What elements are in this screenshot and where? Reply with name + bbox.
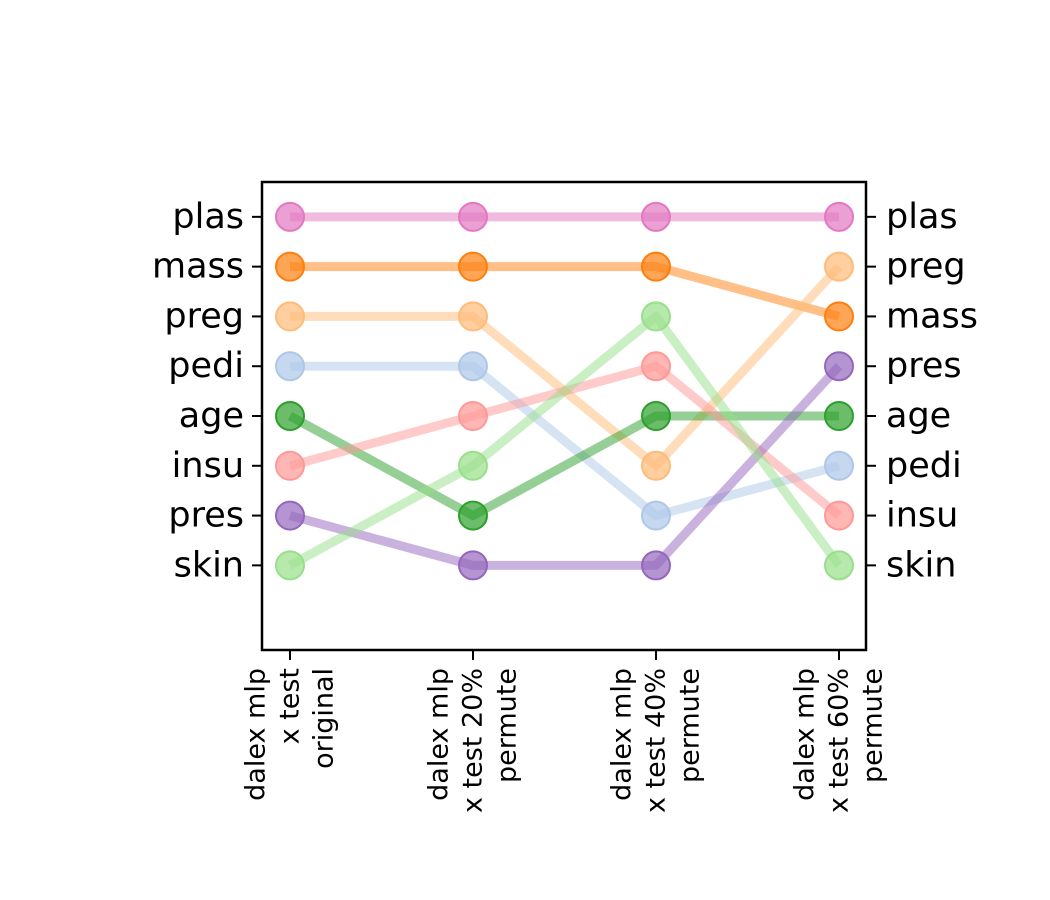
left-ytick-label: pedi — [168, 346, 244, 386]
right-ytick-label: mass — [886, 296, 978, 336]
marker-mass-1 — [458, 251, 488, 282]
series-line-pedi — [290, 361, 841, 521]
xtick-label: x test 60% — [824, 668, 855, 813]
xtick-label: permute — [492, 668, 523, 783]
xtick-label: dalex mlp — [607, 668, 638, 801]
marker-plas-2 — [641, 201, 671, 232]
series-lines — [287, 212, 843, 570]
marker-skin-1 — [458, 450, 488, 481]
series-markers — [275, 201, 854, 581]
xtick-label: dalex mlp — [790, 668, 821, 801]
marker-mass-0 — [275, 251, 305, 282]
left-ytick-label: insu — [172, 446, 244, 486]
series-line-skin — [287, 311, 843, 570]
marker-preg-0 — [275, 301, 305, 332]
right-ytick-label: skin — [886, 545, 956, 585]
marker-pres-2 — [641, 550, 671, 581]
xtick-label: permute — [858, 668, 889, 783]
marker-age-2 — [641, 401, 671, 431]
series-line-mass — [290, 262, 841, 321]
marker-insu-2 — [641, 351, 671, 382]
marker-age-0 — [275, 401, 305, 431]
marker-mass-2 — [641, 251, 671, 282]
series-line-pres — [288, 363, 843, 570]
xtick-label: permute — [675, 668, 706, 783]
marker-skin-2 — [641, 301, 671, 332]
marker-plas-1 — [458, 201, 488, 232]
marker-preg-2 — [641, 450, 671, 481]
marker-pedi-1 — [458, 351, 488, 382]
right-y-axis: plas preg mass pres age pedi insu skin — [866, 197, 978, 585]
marker-insu-3 — [824, 500, 854, 531]
xtick-label: x test — [275, 668, 306, 744]
right-ytick-label: insu — [886, 496, 958, 536]
xtick-label: dalex mlp — [241, 668, 272, 801]
marker-pres-3 — [824, 351, 854, 382]
marker-insu-1 — [458, 401, 488, 431]
marker-pres-0 — [275, 500, 305, 531]
left-ytick-label: plas — [172, 197, 244, 237]
left-ytick-label: preg — [164, 296, 244, 336]
marker-pedi-3 — [824, 450, 854, 481]
marker-insu-0 — [275, 450, 305, 481]
xtick-label: dalex mlp — [424, 668, 455, 801]
right-ytick-label: age — [886, 396, 951, 436]
x-axis: dalex mlp x test original dalex mlp x test 2… — [241, 650, 889, 813]
left-ytick-label: skin — [174, 545, 244, 585]
right-ytick-label: pedi — [886, 446, 962, 486]
marker-pres-1 — [458, 550, 488, 581]
marker-skin-3 — [824, 550, 854, 581]
marker-pedi-2 — [641, 500, 671, 531]
marker-mass-3 — [824, 301, 854, 332]
xtick-label: x test 40% — [641, 668, 672, 813]
right-ytick-label: plas — [886, 197, 958, 237]
marker-preg-3 — [824, 251, 854, 282]
marker-age-3 — [824, 401, 854, 431]
marker-pedi-0 — [275, 351, 305, 382]
marker-age-1 — [458, 500, 488, 531]
xtick-label: x test 20% — [458, 668, 489, 813]
right-ytick-label: pres — [886, 346, 962, 386]
left-ytick-label: mass — [152, 247, 244, 287]
marker-plas-3 — [824, 201, 854, 232]
marker-preg-1 — [458, 301, 488, 332]
left-ytick-label: pres — [168, 496, 244, 536]
series-line-age — [287, 411, 839, 521]
marker-plas-0 — [275, 201, 305, 232]
marker-skin-0 — [275, 550, 305, 581]
left-y-axis: plas mass preg pedi age insu pres skin — [152, 197, 262, 585]
xtick-label: original — [309, 668, 340, 769]
left-ytick-label: age — [179, 396, 244, 436]
right-ytick-label: preg — [886, 247, 966, 287]
